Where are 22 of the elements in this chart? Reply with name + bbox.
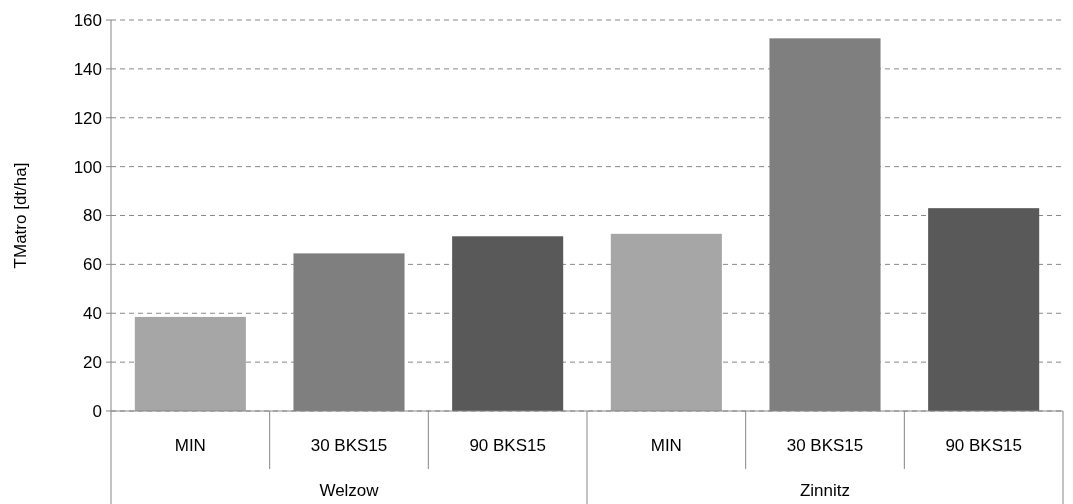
y-tick-label: 80 (83, 206, 102, 226)
y-tick-label: 20 (83, 353, 102, 373)
text: Zinnitz (799, 481, 851, 500)
y-tick-label: 100 (73, 157, 102, 177)
x-tick-label: MIN (650, 436, 682, 455)
y-tick-label: 40 (83, 304, 102, 324)
y-axis-title: TMatro [dt/ha] (11, 162, 30, 269)
bar (610, 233, 722, 411)
y-tick-label: 0 (92, 401, 102, 421)
y-tick-label: 140 (73, 59, 102, 79)
bar (134, 316, 246, 411)
x-tick-label: MIN (174, 436, 206, 455)
x-tick-label: 90 BKS15 (469, 436, 546, 455)
text: Welzow (319, 481, 380, 500)
x-tick-label: 90 BKS15 (945, 436, 1022, 455)
x-tick-label: 30 BKS15 (310, 436, 388, 455)
bar (928, 208, 1040, 411)
y-tick-label: 160 (73, 10, 102, 30)
x-tick-label: 30 BKS15 (786, 436, 864, 455)
y-tick-label: 60 (83, 255, 102, 275)
y-tick-label: 120 (73, 108, 102, 128)
bar (452, 236, 564, 411)
